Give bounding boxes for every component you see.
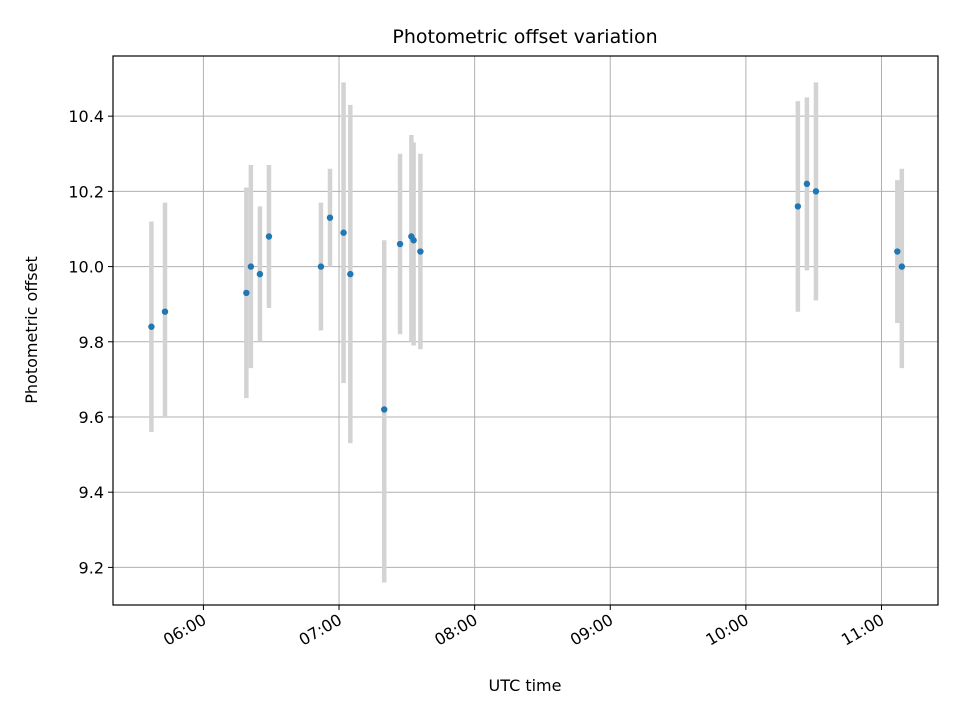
x-tick-label: 11:00: [838, 610, 887, 650]
data-point: [803, 180, 811, 188]
data-point: [410, 237, 417, 244]
y-tick-label: 9.8: [79, 333, 104, 352]
plot-frame: [112, 55, 939, 606]
data-point: [396, 240, 404, 248]
data-point: [161, 308, 169, 315]
y-tick-label: 10.2: [68, 182, 104, 201]
y-axis-label: Photometric offset: [22, 256, 41, 404]
y-tick-label: 10.0: [68, 258, 104, 277]
y-tick-label: 9.2: [79, 558, 104, 577]
x-tick-label: 07:00: [296, 610, 345, 650]
data-point: [794, 203, 802, 210]
error-bars: [149, 82, 905, 583]
x-tick-label: 10:00: [702, 610, 751, 650]
y-axis-ticks: 9.2 9.4 9.6 9.8 10.0 10.2 10.4: [68, 107, 113, 577]
data-point: [894, 248, 901, 255]
data-point: [340, 229, 347, 236]
data-point: [243, 289, 250, 297]
data-point: [326, 214, 334, 221]
x-tick-label: 06:00: [160, 610, 209, 650]
data-point: [265, 233, 273, 240]
x-axis-ticks: 06:00 07:00 08:00 09:00 10:00 11:00: [160, 605, 887, 650]
y-tick-label: 10.4: [68, 107, 104, 126]
data-point: [347, 270, 354, 278]
data-point: [812, 188, 820, 195]
data-points: [148, 180, 906, 413]
data-point: [247, 263, 255, 270]
y-tick-label: 9.6: [79, 408, 104, 427]
data-point: [381, 406, 388, 413]
data-point: [148, 323, 155, 330]
chart-title: Photometric offset variation: [392, 26, 657, 48]
data-point: [317, 263, 325, 270]
y-tick-label: 9.4: [79, 483, 104, 502]
x-tick-label: 08:00: [431, 610, 480, 650]
data-point: [417, 248, 424, 255]
x-tick-label: 09:00: [567, 610, 616, 650]
data-point: [898, 263, 906, 270]
data-point: [256, 270, 264, 278]
x-axis-label: UTC time: [489, 676, 562, 695]
